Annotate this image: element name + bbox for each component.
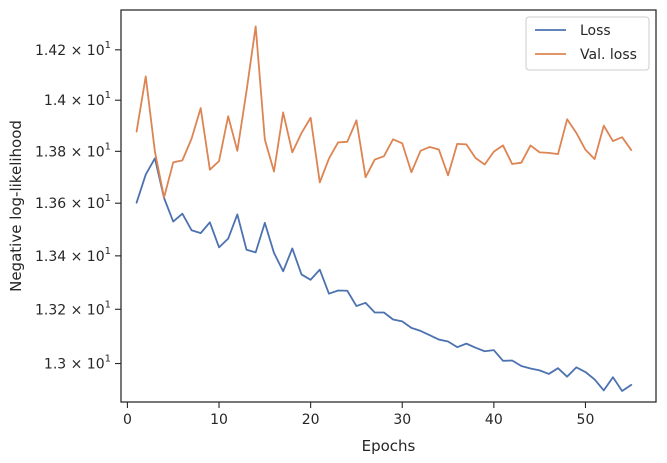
y-tick-label-4: 1.38 × 101 (35, 141, 111, 160)
y-tick-label-1: 1.32 × 101 (35, 299, 111, 318)
y-tick-label-0: 1.3 × 101 (44, 354, 111, 373)
legend: Loss Val. loss (525, 16, 650, 71)
x-tick-label-4: 40 (485, 412, 503, 428)
x-axis: 0 10 20 30 40 50 (123, 402, 594, 428)
x-tick-label-1: 10 (210, 412, 228, 428)
x-tick-label-5: 50 (577, 412, 595, 428)
y-tick-label-3: 1.36 × 101 (35, 193, 111, 212)
x-tick-label-3: 30 (393, 412, 411, 428)
plot-area (121, 10, 656, 402)
x-tick-label-2: 20 (302, 412, 320, 428)
x-axis-label: Epochs (362, 437, 416, 455)
legend-label-loss: Loss (580, 23, 611, 39)
series-line-1 (135, 25, 633, 199)
legend-label-val-loss: Val. loss (580, 47, 637, 63)
series-line-0 (135, 157, 633, 392)
plot-frame (120, 9, 657, 403)
y-tick-label-2: 1.34 × 101 (35, 246, 111, 265)
x-tick-label-0: 0 (123, 412, 132, 428)
y-axis: 1.3 × 101 1.32 × 101 1.34 × 101 1.36 × 101 1… (35, 40, 121, 373)
y-tick-label-6: 1.42 × 101 (35, 40, 111, 59)
y-tick-label-5: 1.4 × 101 (44, 90, 111, 109)
series-layer (135, 25, 633, 392)
y-axis-label: Negative log-likelihood (7, 120, 25, 292)
